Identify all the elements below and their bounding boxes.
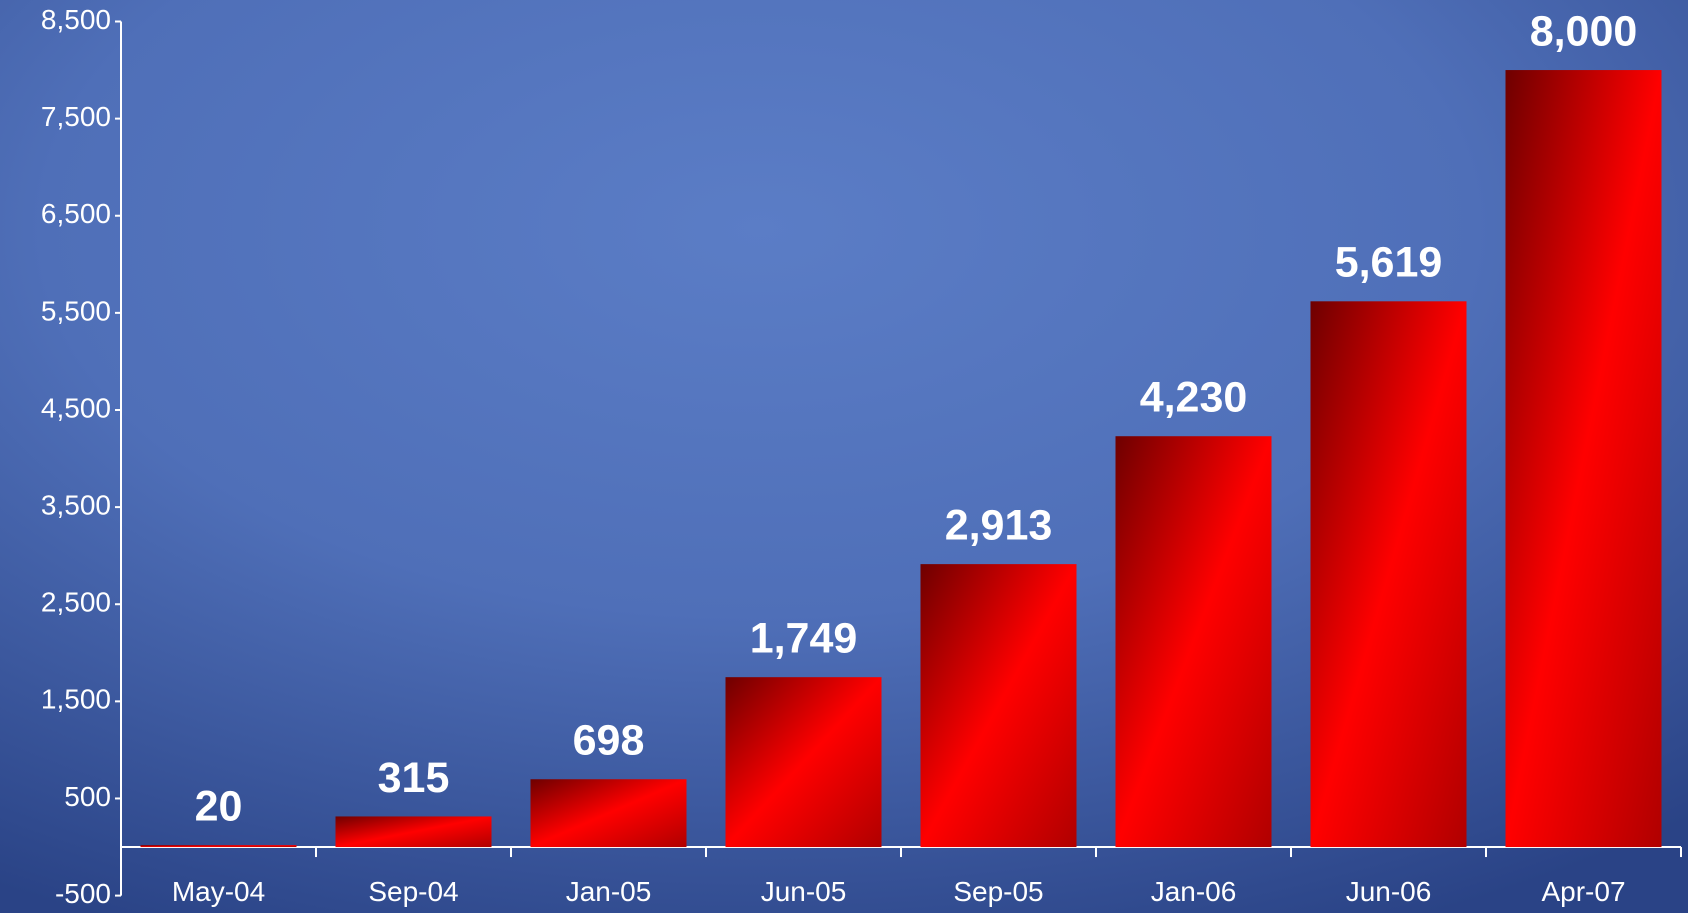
data-label: 315 — [378, 754, 450, 802]
y-tick-label: 8,500 — [41, 4, 111, 35]
x-tick-label: Jun-05 — [761, 876, 847, 907]
data-label: 8,000 — [1530, 7, 1638, 55]
y-tick-label: 5,500 — [41, 295, 111, 326]
y-tick-label: 7,500 — [41, 101, 111, 132]
x-tick-label: May-04 — [172, 876, 265, 907]
bar — [1310, 301, 1467, 848]
x-tick-label: Sep-04 — [368, 876, 458, 907]
bar — [725, 677, 882, 848]
x-tick-label: Jun-06 — [1346, 876, 1432, 907]
x-tick-label: Jan-06 — [1151, 876, 1237, 907]
bar — [1115, 436, 1272, 848]
y-tick-label: 4,500 — [41, 392, 111, 423]
x-tick-label: Apr-07 — [1541, 876, 1625, 907]
bar — [335, 816, 492, 848]
x-tick-label: Jan-05 — [566, 876, 652, 907]
y-tick-label: 6,500 — [41, 198, 111, 229]
y-tick-label: 500 — [64, 781, 111, 812]
data-label: 2,913 — [945, 501, 1053, 549]
x-tick-label: Sep-05 — [953, 876, 1043, 907]
data-label: 698 — [573, 717, 645, 765]
data-label: 5,619 — [1335, 239, 1443, 287]
bar — [920, 564, 1077, 848]
y-tick-label: 1,500 — [41, 684, 111, 715]
data-label: 20 — [195, 782, 243, 830]
bar — [1505, 70, 1662, 848]
y-tick-label: -500 — [55, 878, 111, 909]
bar — [140, 845, 297, 848]
bar — [530, 779, 687, 848]
data-label: 4,230 — [1140, 374, 1248, 422]
data-label: 1,749 — [750, 615, 858, 663]
y-tick-label: 3,500 — [41, 490, 111, 521]
y-tick-label: 2,500 — [41, 587, 111, 618]
